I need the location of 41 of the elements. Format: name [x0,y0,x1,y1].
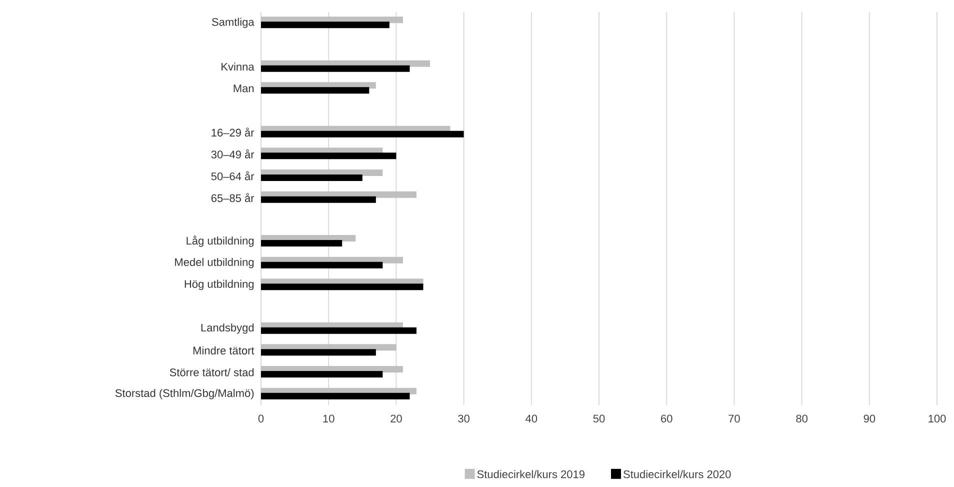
y-tick-label: Större tätort/ stad [170,368,254,376]
x-tick-label: 90 [864,414,876,422]
x-tick-label: 80 [796,414,808,422]
bar [261,392,410,400]
bar [261,349,376,356]
legend-label: Studiecirkel/kurs 2019 [477,470,584,478]
y-tick-label: 65–85 år [211,193,254,202]
bar [261,130,464,138]
x-tick-label: 40 [526,414,538,422]
bar [261,87,370,94]
x-tick-label: 10 [323,414,334,422]
y-tick-label: 50–64 år [211,171,254,180]
y-tick-label: Samtliga [212,18,254,28]
y-tick-label: 16–29 år [212,128,254,137]
x-tick-label: 70 [728,414,740,422]
y-tick-label: Medel utbildning [175,258,254,268]
bar [261,152,396,160]
legend-label: Studiecirkel/kurs 2020 [623,470,731,478]
bar [261,327,416,334]
bar [261,196,376,203]
y-tick-label: 30–49 år [211,149,254,158]
bar [261,174,362,181]
bar [261,284,424,290]
y-tick-label: Mindre tätort [193,346,254,354]
y-tick-label: Landsbygd [201,323,254,334]
bar [261,65,410,72]
bar [261,371,383,378]
y-tick-label: Storstad (Sthlm/Gbg/Malmö) [115,388,254,400]
y-tick-label: Kvinna [222,62,254,71]
bar [261,240,342,246]
x-tick-label: 60 [661,414,672,422]
x-tick-label: 100 [928,414,946,422]
bar [261,262,383,268]
y-tick-label: Låg utbildning [186,236,254,247]
x-tick-label: 30 [458,414,470,422]
x-tick-label: 50 [593,414,605,422]
x-tick-label: 20 [390,414,402,422]
x-tick-label: 0 [258,414,264,422]
bar [261,22,390,28]
y-tick-label: Man [234,84,254,92]
y-tick-label: Hög utbildning [184,280,254,290]
